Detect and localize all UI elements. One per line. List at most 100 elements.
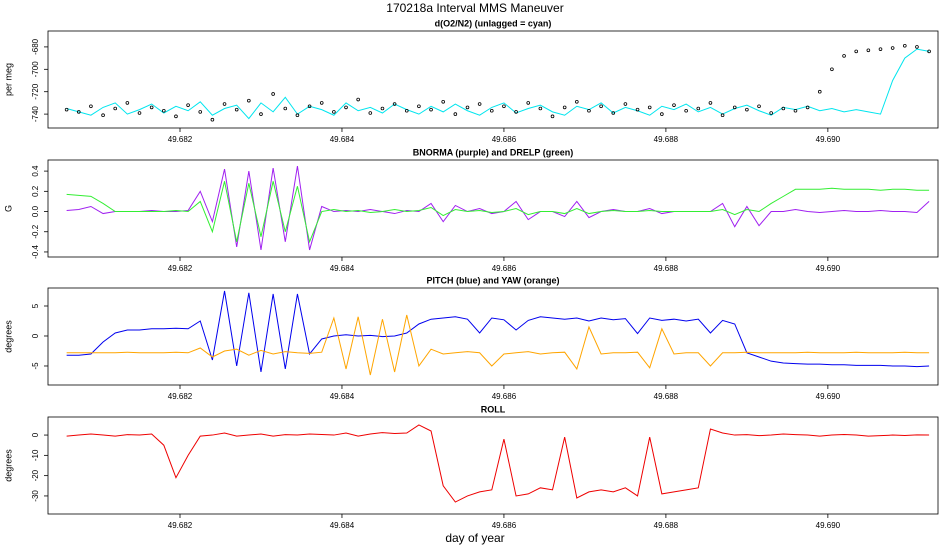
data-point <box>465 105 470 110</box>
plot-frame <box>47 287 939 386</box>
data-point <box>502 104 506 109</box>
x-tick-label: 49.682 <box>168 521 193 530</box>
data-point <box>441 99 445 104</box>
y-tick-label: 0.2 <box>31 185 40 197</box>
data-point <box>319 101 324 105</box>
data-point <box>757 104 761 109</box>
data-point <box>283 106 288 111</box>
data-point <box>587 108 591 113</box>
x-tick-label: 49.684 <box>330 135 355 144</box>
y-tick-label: -10 <box>31 449 40 461</box>
y-tick-label: -0.2 <box>31 224 40 238</box>
data-point <box>514 110 518 114</box>
data-point <box>769 111 773 115</box>
y-tick-label: 0 <box>31 333 40 338</box>
x-tick-label: 49.690 <box>816 521 841 530</box>
data-point <box>380 106 385 111</box>
data-point <box>915 45 919 49</box>
data-point <box>404 108 409 113</box>
data-point <box>611 111 616 115</box>
x-tick-label: 49.690 <box>816 135 841 144</box>
y-tick-label: -680 <box>31 38 40 55</box>
data-point <box>392 102 397 106</box>
data-point <box>817 89 822 94</box>
y-tick-label: 5 <box>31 303 40 308</box>
y-axis-label: degrees <box>3 449 13 482</box>
data-line <box>66 165 930 251</box>
data-point <box>344 105 348 110</box>
data-point <box>781 106 786 111</box>
plot-frame <box>47 159 939 258</box>
data-point <box>76 110 81 114</box>
data-point <box>113 106 118 111</box>
x-tick-label: 49.688 <box>654 264 679 273</box>
x-tick-label: 49.684 <box>330 521 355 530</box>
data-point <box>793 108 798 113</box>
data-point <box>332 110 336 114</box>
main-title: 170218a Interval MMS Maneuver <box>386 1 563 15</box>
data-line <box>66 424 930 503</box>
x-tick-label: 49.688 <box>654 521 679 530</box>
data-point <box>489 108 494 113</box>
x-tick-label: 49.686 <box>492 264 517 273</box>
x-tick-label: 49.690 <box>816 392 841 401</box>
plot-frame <box>47 416 939 515</box>
x-tick-label: 49.684 <box>330 392 355 401</box>
x-tick-label: 49.688 <box>654 392 679 401</box>
data-point <box>927 49 931 54</box>
data-point <box>307 104 312 109</box>
data-point <box>635 107 640 112</box>
x-tick-label: 49.682 <box>168 392 193 401</box>
data-point <box>101 113 105 118</box>
data-point <box>660 112 664 116</box>
data-point <box>174 114 178 119</box>
data-point <box>186 103 190 107</box>
data-point <box>805 105 810 110</box>
data-point <box>732 105 737 110</box>
plot-frame <box>47 30 939 129</box>
x-tick-label: 49.686 <box>492 392 517 401</box>
data-point <box>890 46 895 50</box>
data-point <box>271 92 275 96</box>
data-point <box>745 107 749 112</box>
y-tick-label: -0.4 <box>31 245 40 259</box>
data-line <box>66 314 930 376</box>
data-point <box>623 102 628 106</box>
data-point <box>854 49 859 54</box>
data-point <box>599 104 603 109</box>
data-point <box>708 101 713 105</box>
data-point <box>137 111 142 115</box>
data-line <box>66 181 930 244</box>
y-axis-label: degrees <box>3 320 13 353</box>
data-point <box>902 43 907 48</box>
y-axis-label: G <box>3 205 13 212</box>
data-point <box>64 107 69 112</box>
data-point <box>162 108 166 113</box>
x-tick-label: 49.682 <box>168 135 193 144</box>
y-axis-label: per meg <box>3 63 13 96</box>
data-point <box>866 48 871 53</box>
y-tick-label: -5 <box>31 362 40 370</box>
panel-title: PITCH (blue) and YAW (orange) <box>426 275 559 285</box>
y-tick-label: 0.0 <box>31 205 40 217</box>
data-point <box>477 102 482 106</box>
data-point <box>210 117 215 122</box>
data-point <box>149 105 154 110</box>
x-tick-label: 49.686 <box>492 135 517 144</box>
data-point <box>356 97 360 102</box>
data-point <box>684 108 688 113</box>
data-point <box>259 112 263 116</box>
data-point <box>234 107 239 112</box>
x-tick-label: 49.688 <box>654 135 679 144</box>
data-point <box>247 98 251 103</box>
data-point <box>429 107 433 112</box>
y-tick-label: -30 <box>31 490 40 502</box>
data-point <box>538 106 543 111</box>
data-line <box>66 48 930 120</box>
data-point <box>672 103 676 107</box>
data-point <box>562 105 567 110</box>
data-point <box>417 104 421 109</box>
data-point <box>696 106 701 111</box>
x-tick-label: 49.682 <box>168 264 193 273</box>
